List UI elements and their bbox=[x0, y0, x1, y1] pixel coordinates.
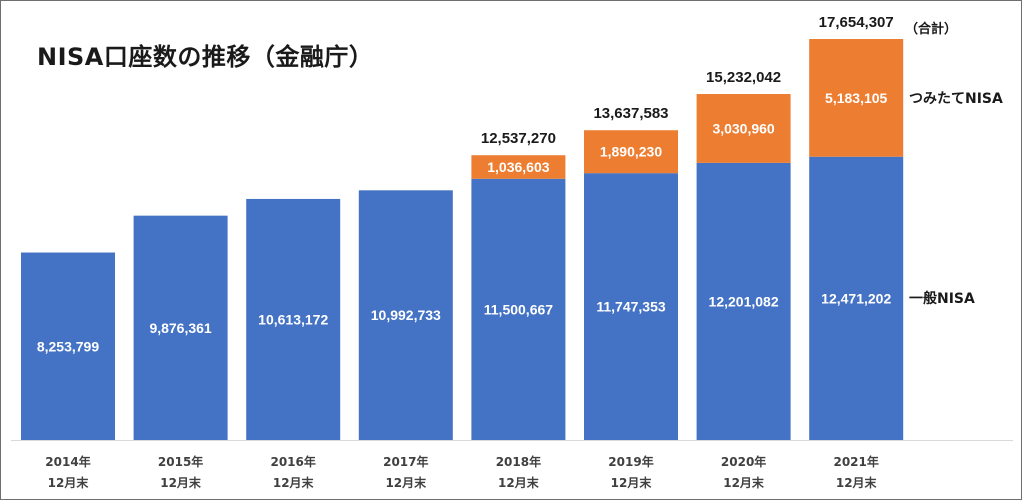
bar-ippan-nisa bbox=[696, 162, 791, 441]
bar-ippan-nisa bbox=[584, 173, 678, 440]
bar-ippan-nisa bbox=[133, 215, 228, 440]
data-label-ippan-nisa: 11,500,667 bbox=[484, 301, 554, 317]
bar-ippan-nisa bbox=[809, 156, 904, 440]
total-label: 17,654,307 bbox=[819, 14, 894, 31]
data-label-ippan-nisa: 10,992,733 bbox=[371, 307, 441, 323]
total-label: 15,232,042 bbox=[706, 69, 781, 86]
data-label-tsumitate-nisa: 1,890,230 bbox=[600, 144, 662, 160]
bar-tsumitate-nisa bbox=[696, 94, 791, 163]
bar-tsumitate-nisa bbox=[471, 155, 566, 179]
x-tick-label: 12月末 bbox=[498, 475, 540, 490]
bar-ippan-nisa bbox=[471, 178, 566, 440]
total-label: 12,537,270 bbox=[481, 130, 556, 147]
bar-tsumitate-nisa bbox=[809, 39, 904, 157]
series-label-ippan-nisa: 一般NISA bbox=[909, 291, 975, 308]
data-label-ippan-nisa: 9,876,361 bbox=[149, 320, 211, 336]
bar-ippan-nisa bbox=[21, 252, 115, 440]
x-tick-label: 2014年 bbox=[45, 454, 90, 469]
data-label-ippan-nisa: 12,471,202 bbox=[821, 290, 891, 306]
bar-ippan-nisa bbox=[246, 198, 341, 440]
x-tick-label: 2015年 bbox=[158, 454, 203, 469]
x-tick-label: 2019年 bbox=[608, 454, 653, 469]
x-tick-label: 2021年 bbox=[833, 454, 878, 469]
total-suffix-label: （合計） bbox=[905, 22, 958, 37]
x-tick-label: 2018年 bbox=[496, 454, 541, 469]
total-label: 13,637,583 bbox=[593, 105, 668, 122]
series-label-tsumitate-nisa: つみたてNISA bbox=[909, 90, 1003, 107]
data-label-ippan-nisa: 11,747,353 bbox=[596, 299, 666, 315]
x-tick-label: 12月末 bbox=[273, 475, 315, 490]
data-label-tsumitate-nisa: 3,030,960 bbox=[712, 120, 774, 136]
data-label-tsumitate-nisa: 5,183,105 bbox=[825, 90, 887, 106]
x-tick-label: 2020年 bbox=[721, 454, 766, 469]
chart-title: NISA口座数の推移（金融庁） bbox=[37, 43, 374, 71]
x-tick-label: 12月末 bbox=[385, 475, 427, 490]
x-tick-label: 12月末 bbox=[48, 475, 90, 490]
x-tick-label: 12月末 bbox=[160, 475, 202, 490]
x-tick-label: 2017年 bbox=[383, 454, 428, 469]
data-label-tsumitate-nisa: 1,036,603 bbox=[487, 159, 549, 175]
x-tick-label: 12月末 bbox=[611, 475, 653, 490]
bar-ippan-nisa bbox=[358, 190, 453, 440]
x-tick-label: 12月末 bbox=[723, 475, 765, 490]
bar-tsumitate-nisa bbox=[584, 130, 678, 174]
x-tick-label: 12月末 bbox=[836, 475, 878, 490]
data-label-ippan-nisa: 8,253,799 bbox=[37, 338, 99, 354]
data-label-ippan-nisa: 10,613,172 bbox=[258, 311, 328, 327]
data-label-ippan-nisa: 12,201,082 bbox=[709, 293, 779, 309]
x-tick-label: 2016年 bbox=[270, 454, 315, 469]
